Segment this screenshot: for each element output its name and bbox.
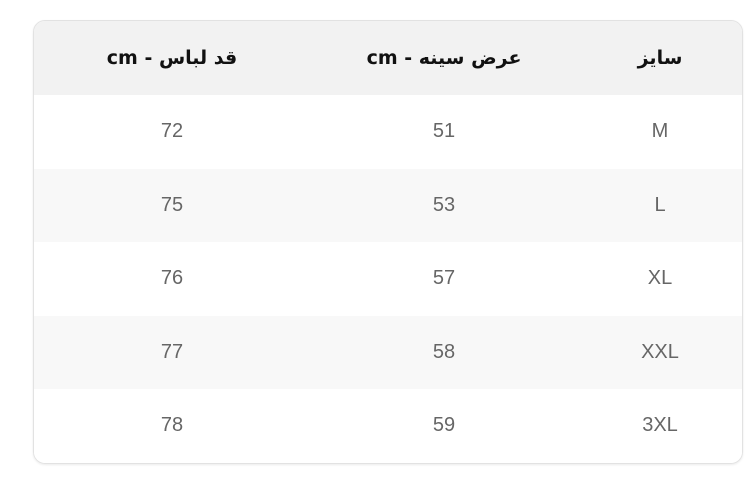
cell-chest-width: 59 [432,414,456,437]
header-size: سایز [637,47,683,69]
cell-size: XL [647,267,673,290]
table-row: L 53 75 [34,168,742,242]
table-header: سایز عرض سینه - cm قد لباس - cm [34,21,742,95]
header-chest-width: عرض سینه - cm [366,47,522,69]
header-length: قد لباس - cm [106,47,238,69]
cell-size: M [651,120,669,143]
cell-size: L [654,193,666,216]
table-row: XL 57 76 [34,242,742,316]
cell-length: 76 [160,267,184,290]
cell-length: 75 [160,193,184,216]
table-row: 3XL 59 78 [34,389,742,463]
cell-length: 78 [160,414,184,437]
table-row: XXL 58 77 [34,315,742,389]
cell-chest-width: 58 [432,340,456,363]
cell-chest-width: 51 [432,120,456,143]
cell-length: 72 [160,120,184,143]
cell-size: XXL [641,340,679,363]
cell-size: 3XL [642,414,678,437]
size-table: سایز عرض سینه - cm قد لباس - cm M 51 72 L 53… [33,20,743,464]
table-row: M 51 72 [34,95,742,169]
cell-chest-width: 53 [432,193,456,216]
cell-chest-width: 57 [432,267,456,290]
cell-length: 77 [160,340,184,363]
